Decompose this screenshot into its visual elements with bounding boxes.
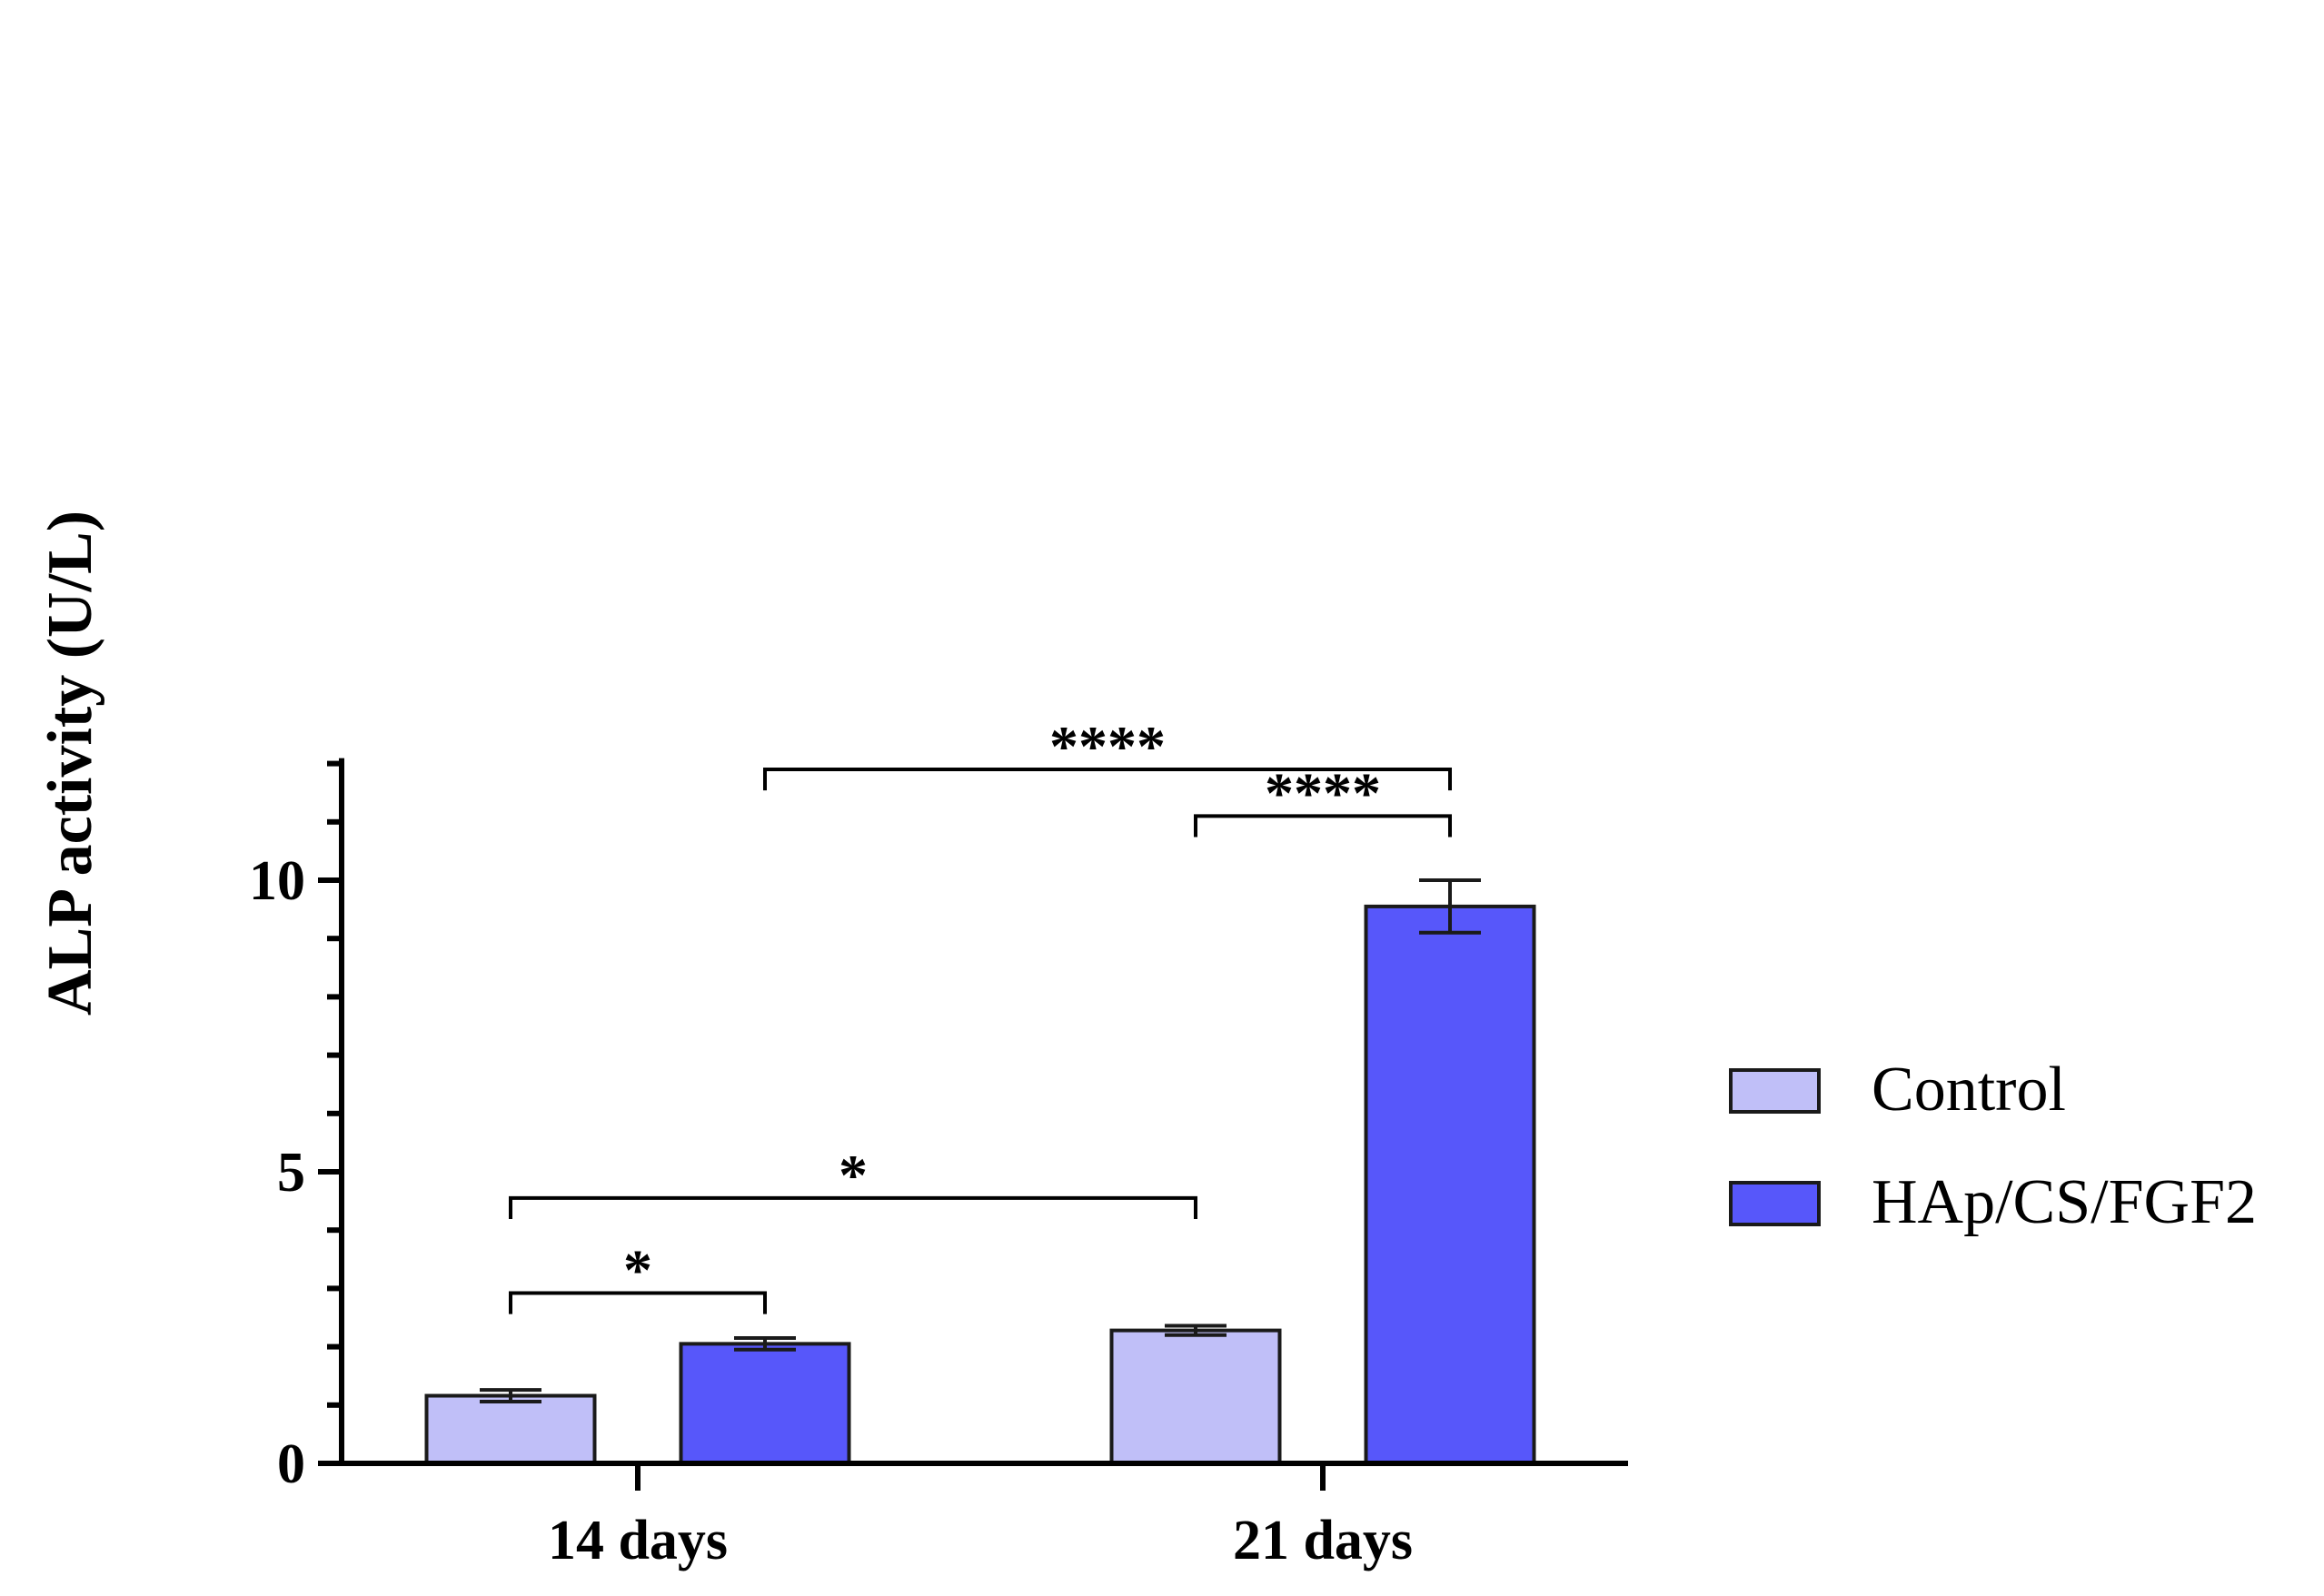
legend: Control HAp/CS/FGF2 [1729,1055,2257,1237]
significance-bracket [509,1195,1197,1219]
bar [1364,904,1536,1465]
y-axis-ticks: 0 5 10 [249,760,342,1495]
legend-swatch [1729,1068,1821,1114]
legend-label: Control [1872,1055,2066,1125]
y-tick-label: 10 [249,850,305,912]
significance-label: * [839,1143,868,1207]
y-tick-label: 5 [277,1142,305,1204]
significance-label: **** [1265,760,1381,825]
x-tick-label: 21 days [1233,1510,1413,1571]
bar [679,1342,851,1466]
legend-swatch [1729,1181,1821,1226]
significance-brackets-layer: ********** [509,714,1452,1314]
significance-bracket [763,768,1452,791]
significance-bracket [509,1291,767,1314]
y-tick-label: 0 [277,1433,305,1495]
bar [1109,1328,1282,1466]
x-tick-label: 14 days [548,1510,728,1571]
bar [424,1393,597,1465]
bars-layer [424,904,1536,1466]
significance-label: **** [1049,714,1166,778]
significance-bracket [1194,814,1452,838]
x-axis-ticks: 14 days 21 days [548,1463,1413,1571]
y-axis-title: ALP activity (U/L) [35,511,105,1016]
significance-label: * [623,1238,652,1303]
legend-label: HAp/CS/FGF2 [1872,1167,2257,1237]
error-bars-layer [480,878,1481,1403]
